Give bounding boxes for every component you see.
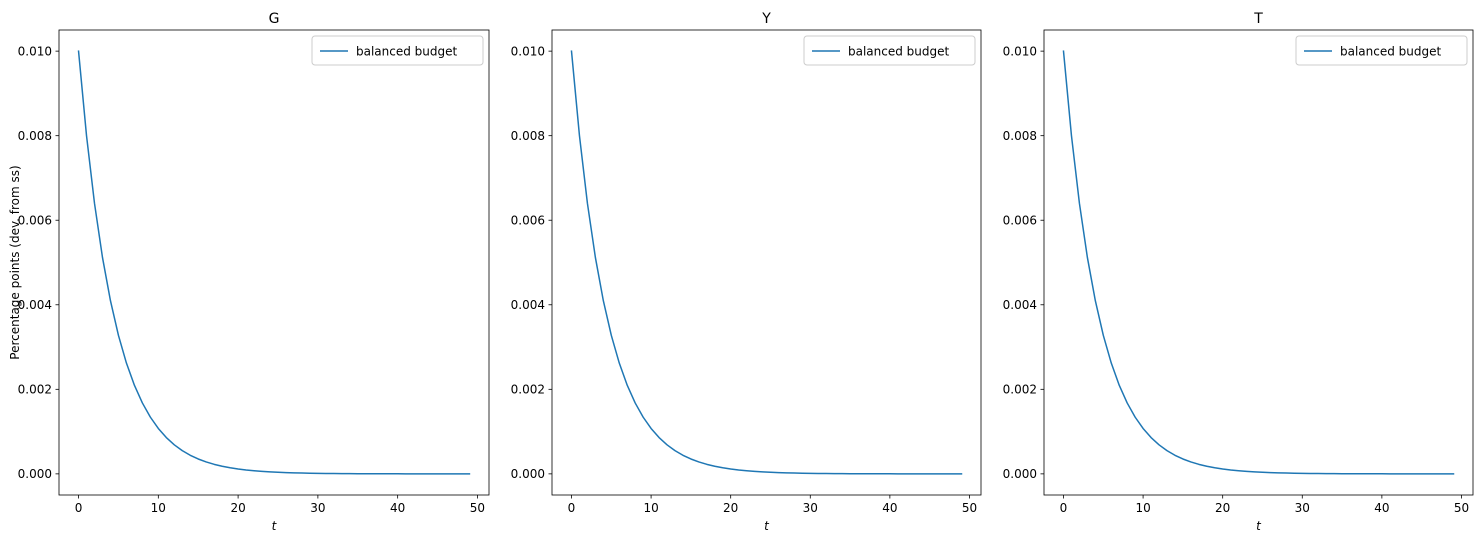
y-tick-label: 0.004 bbox=[18, 298, 52, 312]
y-axis-label: Percentage points (dev. from ss) bbox=[8, 165, 22, 359]
chart-title: Y bbox=[761, 11, 771, 27]
x-axis-label: t bbox=[272, 519, 278, 533]
y-tick-label: 0.010 bbox=[18, 44, 52, 58]
series-line-1 bbox=[1062, 50, 1455, 475]
x-tick-label: 50 bbox=[962, 501, 977, 515]
x-tick-label: 20 bbox=[723, 501, 738, 515]
y-tick-label: 0.002 bbox=[1003, 383, 1037, 397]
legend-label: balanced budget bbox=[848, 44, 950, 58]
x-tick-label: 0 bbox=[1060, 501, 1068, 515]
x-tick-label: 50 bbox=[1454, 501, 1469, 515]
x-tick-label: 40 bbox=[1374, 501, 1389, 515]
y-tick-label: 0.008 bbox=[1003, 129, 1037, 143]
y-tick-label: 0.006 bbox=[1003, 214, 1037, 228]
legend-box bbox=[803, 35, 976, 66]
y-tick-label: 0.010 bbox=[511, 44, 545, 58]
x-tick-label: 40 bbox=[882, 501, 897, 515]
y-tick-label: 0.000 bbox=[1003, 467, 1037, 481]
legend-label: balanced budget bbox=[356, 44, 458, 58]
x-axis-label: t bbox=[764, 519, 770, 533]
y-tick-label: 0.002 bbox=[511, 383, 545, 397]
legend-label: balanced budget bbox=[1340, 44, 1442, 58]
y-tick-label: 0.000 bbox=[511, 467, 545, 481]
x-tick-label: 0 bbox=[75, 501, 83, 515]
x-tick-label: 50 bbox=[470, 501, 485, 515]
y-tick-label: 0.004 bbox=[1003, 298, 1037, 312]
axes-frame bbox=[1043, 29, 1474, 496]
subplot-1: 0 10 20 30 40 50 0.000 0.002 0.004 0.006 0.008 0.01… bbox=[8, 11, 490, 533]
y-tick-label: 0.000 bbox=[18, 467, 52, 481]
legend: balanced budget bbox=[803, 35, 976, 66]
legend: balanced budget bbox=[311, 35, 484, 66]
legend: balanced budget bbox=[1295, 35, 1468, 66]
y-tick-label: 0.004 bbox=[511, 298, 545, 312]
x-tick-label: 10 bbox=[1135, 501, 1150, 515]
legend-box bbox=[1295, 35, 1468, 66]
y-tick-label: 0.006 bbox=[18, 214, 52, 228]
axes-frame bbox=[58, 29, 490, 496]
x-tick-label: 30 bbox=[1295, 501, 1310, 515]
x-tick-label: 40 bbox=[390, 501, 405, 515]
chart-title: G bbox=[269, 11, 280, 27]
y-tick-label: 0.010 bbox=[1003, 44, 1037, 58]
x-tick-label: 20 bbox=[230, 501, 245, 515]
x-tick-label: 10 bbox=[151, 501, 166, 515]
y-tick-label: 0.006 bbox=[511, 214, 545, 228]
y-tick-label: 0.008 bbox=[18, 129, 52, 143]
y-tick-label: 0.002 bbox=[18, 383, 52, 397]
x-tick-label: 0 bbox=[568, 501, 576, 515]
x-axis-label: t bbox=[1256, 519, 1262, 533]
subplot-2: 0 10 20 30 40 50 0.000 0.002 0.004 0.006 0.008 0.01… bbox=[511, 11, 982, 533]
chart-title: T bbox=[1253, 11, 1263, 27]
series-line-1 bbox=[570, 50, 963, 475]
legend-box bbox=[311, 35, 484, 66]
x-tick-label: 30 bbox=[310, 501, 325, 515]
y-tick-label: 0.008 bbox=[511, 129, 545, 143]
axes-frame bbox=[551, 29, 982, 496]
x-tick-label: 10 bbox=[643, 501, 658, 515]
x-tick-label: 30 bbox=[803, 501, 818, 515]
series-line-1 bbox=[77, 50, 471, 475]
subplot-3: 0 10 20 30 40 50 0.000 0.002 0.004 0.006 0.008 0.01… bbox=[1003, 11, 1474, 533]
x-tick-label: 20 bbox=[1215, 501, 1230, 515]
